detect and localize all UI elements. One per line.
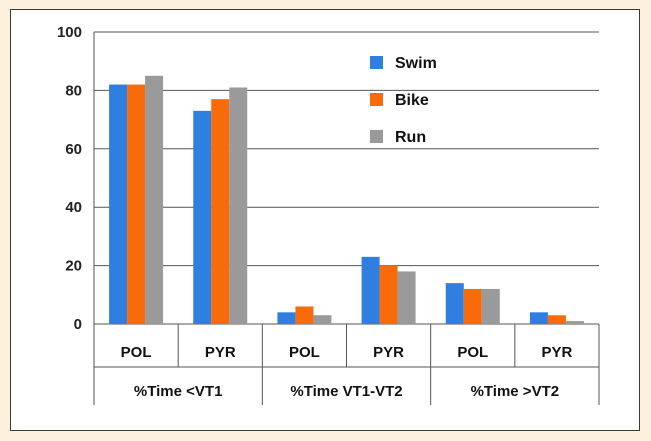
y-tick-label: 100: [57, 24, 82, 41]
x-group-label: %Time VT1-VT2: [290, 383, 402, 400]
bar-run: [565, 321, 584, 324]
bar-bike: [211, 99, 230, 324]
bar-run: [481, 288, 500, 324]
legend-swatch-run: [370, 130, 383, 143]
legend-swatch-bike: [370, 93, 383, 106]
bar-bike: [547, 315, 566, 324]
y-tick-label: 60: [65, 141, 82, 158]
y-tick-label: 40: [65, 199, 82, 216]
bar-run: [145, 75, 164, 324]
bar-swim: [445, 283, 464, 324]
chart-frame: 0 20 40 60 80 100 POL PYR POL PYR POL PYR %Time <VT1…: [10, 9, 640, 431]
x-group-label: %Time >VT2: [471, 383, 560, 400]
x-category-label: PYR: [373, 344, 404, 361]
bar-swim: [361, 256, 380, 324]
legend-label-swim: Swim: [395, 55, 437, 72]
y-tick-label: 20: [65, 258, 82, 275]
bar-swim: [277, 312, 296, 324]
x-group-label: %Time <VT1: [134, 383, 223, 400]
bar-run: [397, 271, 416, 324]
legend-label-run: Run: [395, 129, 426, 146]
bar-swim: [109, 84, 128, 324]
y-tick-label: 80: [65, 82, 82, 99]
bar-bike: [379, 265, 398, 324]
legend-swatch-swim: [370, 56, 383, 69]
y-tick-label: 0: [74, 316, 82, 333]
bar-chart: 0 20 40 60 80 100 POL PYR POL PYR POL PYR %Time <VT1…: [57, 24, 600, 405]
bar-bike: [463, 288, 482, 324]
bar-bike: [127, 84, 146, 324]
bar-bike: [295, 306, 314, 324]
bar-run: [313, 315, 332, 324]
bar-swim: [529, 312, 548, 324]
x-category-label: POL: [457, 344, 488, 361]
bar-run: [229, 87, 248, 324]
bar-swim: [193, 110, 212, 324]
x-category-label: PYR: [541, 344, 572, 361]
x-category-label: POL: [289, 344, 320, 361]
legend-label-bike: Bike: [395, 92, 429, 109]
x-category-label: PYR: [205, 344, 236, 361]
x-category-label: POL: [121, 344, 152, 361]
